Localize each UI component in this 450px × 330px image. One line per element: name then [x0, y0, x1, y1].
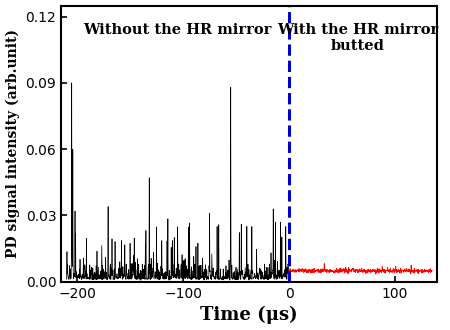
Text: Without the HR mirror: Without the HR mirror: [84, 23, 272, 37]
Text: With the HR mirror
butted: With the HR mirror butted: [277, 23, 439, 53]
Y-axis label: PD signal intensity (arb.unit): PD signal intensity (arb.unit): [5, 29, 20, 258]
X-axis label: Time (μs): Time (μs): [201, 306, 298, 324]
